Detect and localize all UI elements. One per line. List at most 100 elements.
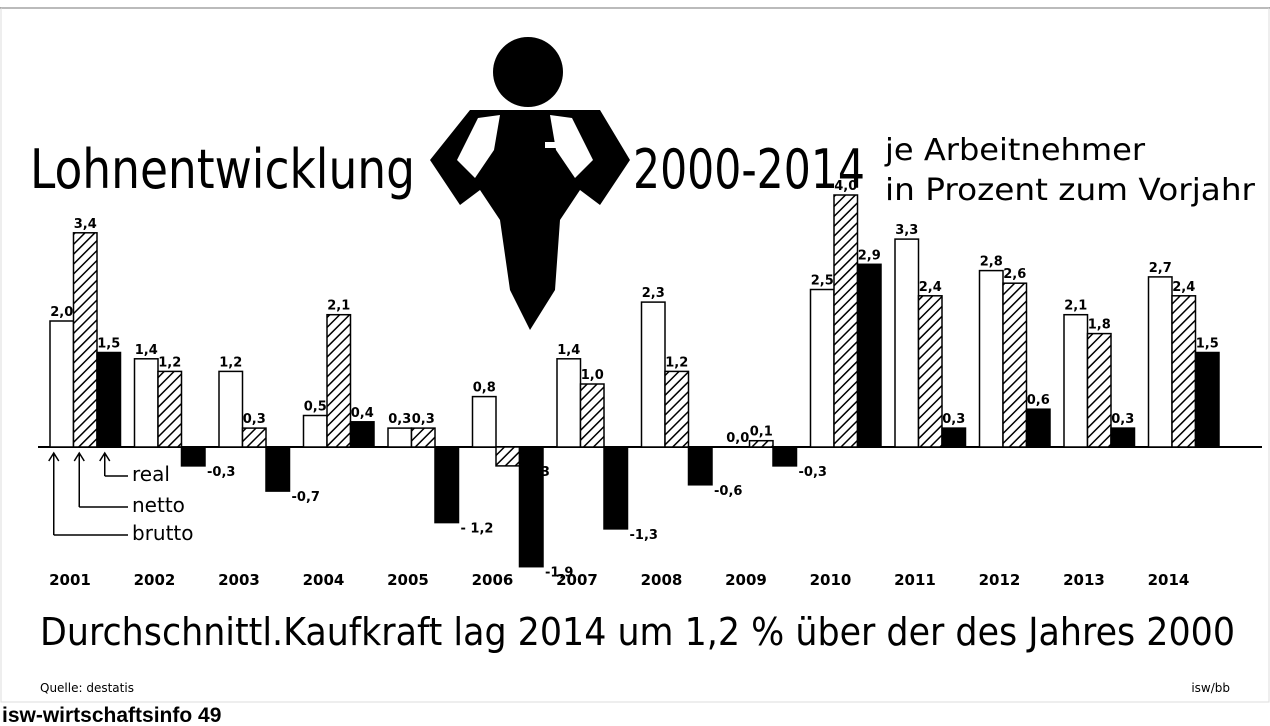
bar (1196, 353, 1220, 448)
bar (351, 422, 375, 447)
bar (689, 447, 713, 485)
value-label: 0,8 (473, 381, 496, 396)
value-label: 1,0 (581, 368, 604, 383)
x-tick-label: 2004 (303, 571, 345, 589)
bar (50, 321, 74, 447)
chart: Lohnentwicklung 2000-2014 je Arbeitnehme… (0, 0, 1270, 726)
value-label: 0,6 (1027, 393, 1050, 408)
x-tick-label: 2011 (894, 571, 936, 589)
value-label: 1,2 (665, 355, 688, 370)
bar (496, 447, 520, 466)
x-tick-label: 2005 (387, 571, 429, 589)
bar (412, 428, 436, 447)
bar (219, 371, 243, 447)
bar (811, 290, 835, 448)
bar (1172, 296, 1196, 447)
subtitle: in Prozent zum Vorjahr (885, 173, 1256, 208)
page: Lohnentwicklung 2000-2014 je Arbeitnehme… (0, 0, 1270, 726)
bar (1064, 315, 1088, 447)
value-label: 2,5 (811, 274, 834, 289)
x-tick-label: 2002 (134, 571, 176, 589)
value-label: -1,9 (545, 566, 573, 581)
value-label: -0,6 (714, 484, 742, 499)
value-label: 2,1 (327, 299, 350, 314)
bar (604, 447, 628, 529)
legend-arrow (74, 453, 128, 507)
x-tick-label: 2001 (49, 571, 91, 589)
bar (158, 371, 182, 447)
value-label: 0,3 (412, 412, 435, 427)
x-tick-label: 2013 (1063, 571, 1105, 589)
value-label: 0,5 (304, 400, 327, 415)
bar (581, 384, 605, 447)
value-label: 0,0 (726, 431, 749, 446)
bar (895, 239, 919, 447)
value-label: -0,3 (207, 465, 235, 480)
x-tick-label: 2014 (1148, 571, 1190, 589)
footer: isw-wirtschaftsinfo 49 (2, 704, 221, 726)
legend-label: real (132, 462, 170, 486)
bar (1027, 409, 1051, 447)
value-label: 0,3 (1111, 412, 1134, 427)
bar (97, 353, 121, 448)
x-tick-label: 2012 (979, 571, 1021, 589)
value-label: 2,8 (980, 255, 1003, 270)
legend-arrow (100, 453, 128, 476)
value-label: 1,4 (135, 343, 158, 358)
value-label: 3,4 (74, 217, 97, 232)
bar (182, 447, 206, 466)
value-label: 2,9 (858, 248, 881, 263)
value-label: 0,3 (243, 412, 266, 427)
value-label: 1,2 (219, 355, 242, 370)
title-period: 2000-2014 (633, 138, 865, 201)
x-tick-label: 2003 (218, 571, 260, 589)
value-label: -0,7 (292, 490, 320, 505)
value-label: 2,4 (1172, 280, 1195, 295)
bar (74, 233, 98, 447)
legend-label: netto (132, 493, 185, 517)
bar (642, 302, 666, 447)
chart-title: Lohnentwicklung (30, 138, 415, 201)
bar (520, 447, 544, 567)
bar (435, 447, 459, 523)
value-label: 4,0 (834, 179, 857, 194)
value-label: - 1,2 (461, 522, 494, 537)
x-tick-label: 2010 (810, 571, 852, 589)
value-label: -1,3 (630, 528, 658, 543)
bar (327, 315, 351, 447)
bar (1149, 277, 1173, 447)
value-label: 3,3 (895, 223, 918, 238)
credit: isw/bb (1191, 681, 1230, 695)
bar (773, 447, 797, 466)
x-tick-label: 2009 (725, 571, 767, 589)
legend-label: brutto (132, 521, 194, 545)
bar (1088, 334, 1112, 447)
bar (388, 428, 412, 447)
bar (1003, 283, 1027, 447)
x-tick-label: 2008 (641, 571, 683, 589)
bar (304, 416, 328, 448)
subtitle: je Arbeitnehmer (884, 133, 1146, 168)
x-tick-label: 2006 (472, 571, 514, 589)
bar (135, 359, 159, 447)
figure (430, 37, 630, 330)
value-label: 1,8 (1088, 318, 1111, 333)
bar (834, 195, 858, 447)
value-label: 0,3 (942, 412, 965, 427)
value-label: 0,1 (750, 425, 773, 440)
legend-arrow (49, 453, 128, 535)
value-label: 2,0 (50, 305, 73, 320)
value-label: 0,4 (351, 406, 374, 421)
bar (980, 271, 1004, 447)
value-label: -0,3 (799, 465, 827, 480)
value-label: 1,5 (97, 337, 120, 352)
value-label: 2,6 (1003, 267, 1026, 282)
value-label: 1,5 (1196, 337, 1219, 352)
value-label: 1,2 (158, 355, 181, 370)
value-label: 2,3 (642, 286, 665, 301)
bar (1111, 428, 1135, 447)
source: Quelle: destatis (40, 681, 134, 695)
value-label: 1,4 (557, 343, 580, 358)
value-label: 2,1 (1064, 299, 1087, 314)
bar (557, 359, 581, 447)
